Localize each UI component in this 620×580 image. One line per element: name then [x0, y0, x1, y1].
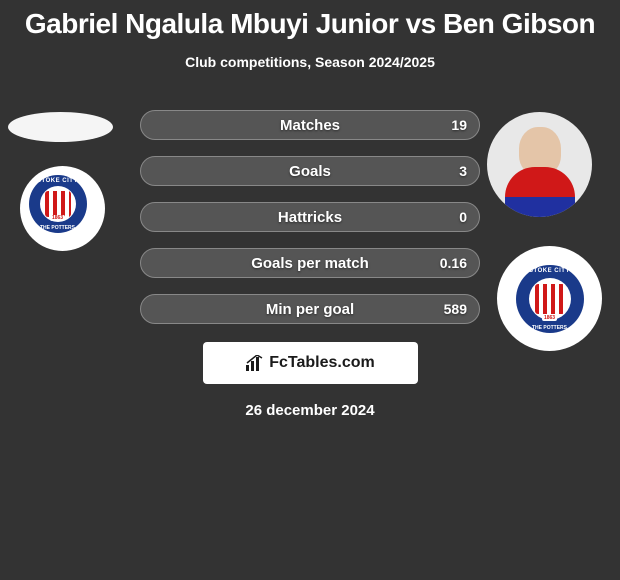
stat-row-hattricks: Hattricks 0 [140, 202, 480, 232]
stat-row-goals: Goals 3 [140, 156, 480, 186]
badge-year: 1863 [50, 215, 65, 221]
stat-label: Hattricks [278, 209, 342, 226]
player-silhouette [505, 127, 575, 217]
stat-row-matches: Matches 19 [140, 110, 480, 140]
club-badge-right: STOKE CITY 1863 THE POTTERS [497, 246, 602, 351]
stat-value-right: 19 [451, 117, 467, 133]
date-text: 26 december 2024 [0, 402, 620, 419]
player-left-avatar [8, 112, 113, 142]
stat-row-goals-per-match: Goals per match 0.16 [140, 248, 480, 278]
player-right-avatar [487, 112, 592, 217]
subtitle: Club competitions, Season 2024/2025 [0, 54, 620, 70]
stats-list: Matches 19 Goals 3 Hattricks 0 Goals per… [140, 110, 480, 324]
comparison-content: STOKE CITY 1863 THE POTTERS STOKE CITY 1… [0, 110, 620, 419]
stat-label: Goals [289, 163, 331, 180]
stat-label: Min per goal [266, 301, 354, 318]
page-title: Gabriel Ngalula Mbuyi Junior vs Ben Gibs… [0, 0, 620, 40]
badge-club-name: STOKE CITY [529, 268, 570, 274]
stat-value-right: 3 [459, 163, 467, 179]
footer-brand-text: FcTables.com [269, 354, 375, 372]
badge-sub: THE POTTERS [40, 225, 75, 231]
badge-club-name: STOKE CITY [37, 178, 78, 184]
stat-label: Matches [280, 117, 340, 134]
stat-row-min-per-goal: Min per goal 589 [140, 294, 480, 324]
chart-icon [245, 355, 265, 371]
stat-value-right: 0.16 [440, 255, 467, 271]
footer-brand: FcTables.com [203, 342, 418, 384]
badge-year: 1863 [542, 315, 557, 321]
club-badge-left: STOKE CITY 1863 THE POTTERS [20, 166, 105, 251]
stat-value-right: 0 [459, 209, 467, 225]
badge-sub: THE POTTERS [532, 325, 567, 331]
stat-value-right: 589 [444, 301, 467, 317]
stat-label: Goals per match [251, 255, 369, 272]
